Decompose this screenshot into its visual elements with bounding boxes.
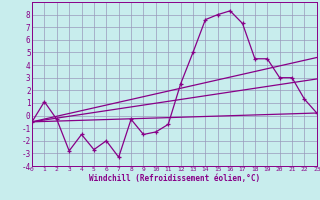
- X-axis label: Windchill (Refroidissement éolien,°C): Windchill (Refroidissement éolien,°C): [89, 174, 260, 183]
